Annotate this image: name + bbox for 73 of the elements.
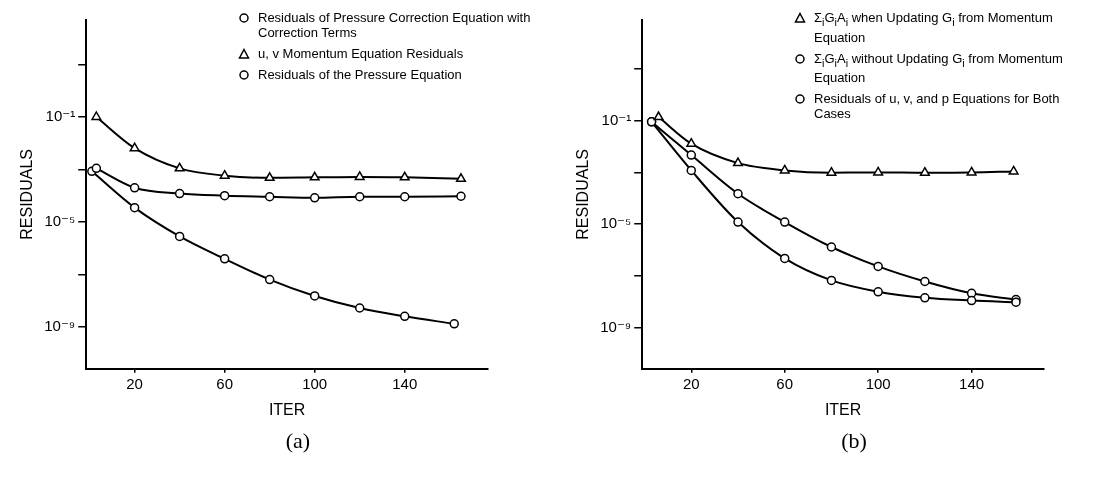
x-axis-title: ITER bbox=[268, 400, 306, 418]
point bbox=[873, 166, 884, 176]
point bbox=[1008, 165, 1019, 175]
point bbox=[91, 111, 102, 121]
point bbox=[219, 169, 230, 179]
point bbox=[733, 217, 743, 227]
point bbox=[129, 202, 140, 213]
text: (a) bbox=[284, 428, 312, 454]
point bbox=[455, 173, 467, 183]
point bbox=[264, 274, 275, 285]
point bbox=[174, 162, 185, 172]
y-axis-title: RESIDUALS bbox=[574, 149, 592, 240]
point bbox=[219, 190, 230, 201]
x-tick-label: 20 bbox=[682, 374, 700, 392]
point bbox=[354, 192, 365, 202]
point bbox=[920, 276, 930, 287]
y-tick-label: 10⁻¹ bbox=[45, 107, 76, 125]
point bbox=[733, 188, 743, 199]
point bbox=[966, 166, 977, 176]
point bbox=[920, 293, 930, 303]
point bbox=[399, 192, 410, 202]
x-axis-title: ITER bbox=[824, 400, 862, 418]
point bbox=[779, 217, 790, 227]
point bbox=[354, 303, 365, 313]
x-tick-label: 20 bbox=[126, 374, 143, 392]
x-tick-label: 140 bbox=[392, 374, 418, 392]
legend-label: Residuals of u, v, and p Equations for Both Cases bbox=[814, 91, 1061, 122]
point bbox=[826, 166, 837, 176]
text: Σ$_{i}$G$_{i}$A$_{i}$ without Updating G$_{i}$ from Momentum Equation bbox=[814, 50, 1063, 86]
point bbox=[686, 137, 697, 147]
x-tick-label: 100 bbox=[865, 374, 891, 392]
x-tick-label: 60 bbox=[216, 374, 233, 392]
point bbox=[779, 253, 790, 264]
point bbox=[826, 242, 837, 252]
point bbox=[129, 142, 140, 152]
y-tick-label: 10⁻⁹ bbox=[600, 317, 632, 335]
y-tick-label: 10⁻⁵ bbox=[600, 214, 632, 232]
point bbox=[399, 311, 410, 322]
point bbox=[653, 111, 664, 121]
point bbox=[309, 291, 320, 301]
text: (b) bbox=[840, 428, 868, 454]
point bbox=[732, 157, 744, 167]
point bbox=[309, 193, 320, 203]
point bbox=[354, 171, 365, 181]
legend-label: Residuals of Pressure Correction Equation with Correction Terms bbox=[258, 10, 532, 40]
point bbox=[919, 166, 930, 176]
x-tick-label: 140 bbox=[959, 374, 985, 392]
point bbox=[399, 171, 410, 181]
point bbox=[873, 287, 883, 297]
y-tick-label: 10⁻⁹ bbox=[44, 316, 76, 334]
point bbox=[456, 191, 466, 202]
point bbox=[873, 261, 883, 272]
point bbox=[779, 164, 790, 174]
point bbox=[264, 172, 275, 182]
point bbox=[686, 150, 697, 160]
point bbox=[174, 188, 185, 199]
y-tick-label: 10⁻⁵ bbox=[44, 212, 76, 230]
x-tick-label: 60 bbox=[776, 374, 794, 392]
legend-label: u, v Momentum Equation Residuals bbox=[258, 46, 464, 61]
point bbox=[826, 275, 837, 286]
x-tick-label: 100 bbox=[302, 374, 328, 392]
point bbox=[174, 231, 185, 242]
y-axis-title: RESIDUALS bbox=[18, 149, 36, 240]
y-tick-label: 10⁻¹ bbox=[601, 110, 632, 128]
legend-label: Residuals of the Pressure Equation bbox=[258, 67, 462, 82]
point bbox=[219, 254, 230, 264]
point bbox=[449, 319, 459, 329]
point bbox=[966, 295, 977, 306]
point bbox=[686, 165, 697, 176]
point bbox=[309, 171, 320, 181]
point bbox=[264, 192, 275, 202]
point bbox=[91, 163, 102, 174]
point bbox=[129, 183, 140, 193]
